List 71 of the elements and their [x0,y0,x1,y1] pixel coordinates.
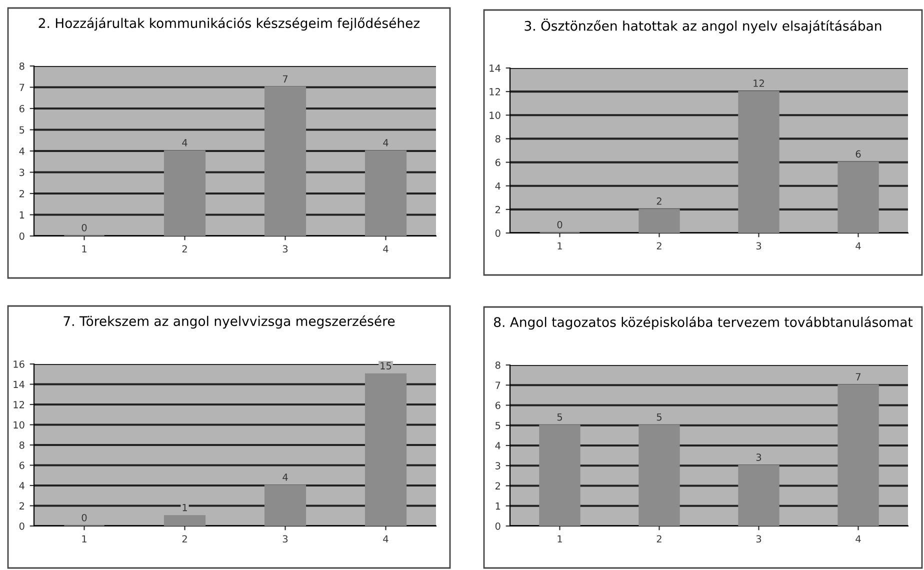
y-tick-label: 8 [19,62,24,70]
data-label: 4 [282,474,288,481]
x-tick-label: 3 [756,535,762,543]
data-label: 12 [754,80,764,87]
y-tick-label: 10 [14,421,24,429]
y-tick-label: 4 [495,182,500,190]
y-tick-label: 1 [496,502,500,510]
y-tick-label: 7 [20,84,24,91]
chart-title: 8. Angol tagozatos középiskolába tervezem továbbtanulásomat [494,316,913,330]
y-tick-label: 6 [495,158,500,166]
y-tick-label: 8 [495,135,500,143]
y-tick-label: 0 [19,232,24,240]
data-label: 0 [82,514,87,522]
y-tick-label: 8 [19,441,24,449]
data-label: 0 [82,224,87,232]
y-tick-label: 6 [495,402,500,410]
data-label: 7 [282,75,288,82]
data-label: 5 [557,413,562,421]
y-tick-label: 5 [496,422,500,430]
y-tick-label: 0 [495,522,500,530]
y-tick-label: 8 [495,361,500,369]
data-label: 0 [557,220,562,228]
data-label: 7 [856,373,861,380]
y-tick-label: 2 [496,482,500,490]
y-tick-label: 4 [495,442,500,450]
y-tick-label: 3 [20,168,24,176]
x-tick-label: 4 [856,535,861,542]
data-label: 4 [182,139,188,146]
x-tick-label: 1 [82,245,86,252]
y-tick-label: 6 [19,104,24,112]
y-tick-label: 4 [19,148,24,155]
x-tick-label: 4 [383,535,388,542]
chart-title: 2. Hozzájárultak kommunikációs készségeim fejlődéséhez [38,17,420,31]
data-label: 5 [656,413,662,421]
x-tick-label: 3 [756,242,762,250]
x-tick-label: 3 [282,535,288,543]
chart-title: 3. Ösztönzően hatottak az angol nyelv elsajátításában [524,18,882,34]
y-tick-label: 14 [14,380,24,388]
x-tick-label: 4 [383,245,388,252]
x-tick-label: 3 [282,245,288,253]
y-tick-label: 12 [490,88,500,96]
y-tick-label: 3 [496,462,500,470]
y-tick-label: 7 [496,382,500,389]
y-tick-label: 2 [496,206,500,214]
x-tick-label: 4 [856,242,861,250]
data-label: 4 [383,139,388,146]
data-label: 3 [756,454,762,461]
y-tick-label: 4 [19,482,24,490]
x-tick-label: 1 [82,535,86,542]
y-tick-label: 6 [19,462,24,470]
data-label: 15 [380,362,392,370]
y-tick-label: 2 [20,502,24,510]
y-tick-label: 12 [14,400,24,408]
y-tick-label: 0 [495,229,500,237]
data-label: 6 [856,150,861,158]
x-tick-label: 1 [558,535,562,542]
y-tick-label: 1 [20,211,24,218]
y-tick-label: 5 [20,126,24,134]
y-tick-label: 16 [14,360,24,368]
x-tick-label: 2 [656,242,662,250]
data-label: 1 [182,504,187,512]
y-tick-label: 0 [19,522,24,530]
chart-title: 7. Törekszem az angol nyelvvizsga megszerzésére [64,315,395,329]
x-tick-label: 2 [656,535,662,542]
data-label: 2 [656,197,662,205]
x-tick-label: 2 [182,535,187,542]
x-tick-label: 1 [558,242,562,250]
y-tick-label: 14 [490,64,500,72]
y-tick-label: 10 [490,112,500,119]
x-tick-label: 2 [182,245,187,252]
y-tick-label: 2 [20,190,24,198]
